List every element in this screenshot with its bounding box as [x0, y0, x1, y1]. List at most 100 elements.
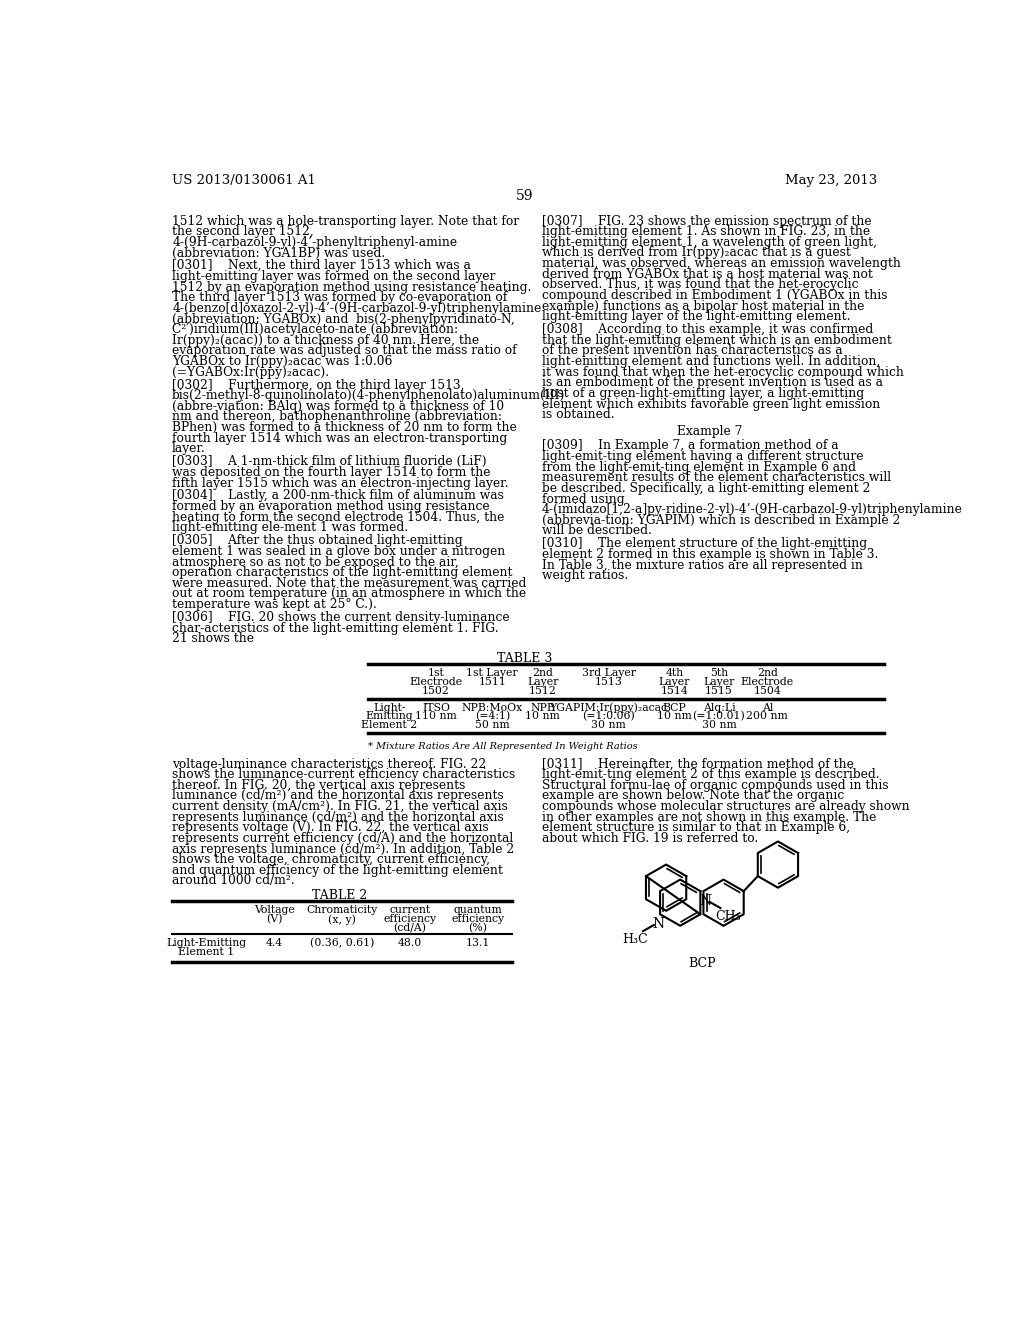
Text: char-acteristics of the light-emitting element 1. FIG.: char-acteristics of the light-emitting e… — [172, 622, 499, 635]
Text: [0311]    Hereinafter, the formation method of the: [0311] Hereinafter, the formation method… — [542, 758, 854, 771]
Text: light-emitting layer of the light-emitting element.: light-emitting layer of the light-emitti… — [542, 310, 850, 323]
Text: In Table 3, the mixture ratios are all represented in: In Table 3, the mixture ratios are all r… — [542, 558, 863, 572]
Text: [0304]    Lastly, a 200-nm-thick film of aluminum was: [0304] Lastly, a 200-nm-thick film of al… — [172, 490, 504, 503]
Text: be described. Specifically, a light-emitting element 2: be described. Specifically, a light-emit… — [542, 482, 870, 495]
Text: Electrode: Electrode — [740, 677, 794, 688]
Text: current: current — [389, 906, 430, 915]
Text: 4-(benzo[d]oxazol-2-yl)-4’-(9H-carbazol-9-yl)triphenylamine: 4-(benzo[d]oxazol-2-yl)-4’-(9H-carbazol-… — [172, 302, 542, 315]
Text: which is derived from Ir(ppy)₂acac that is a guest: which is derived from Ir(ppy)₂acac that … — [542, 247, 851, 260]
Text: light-emitting ele-ment 1 was formed.: light-emitting ele-ment 1 was formed. — [172, 521, 409, 535]
Text: light-emitting element 1, a wavelength of green light,: light-emitting element 1, a wavelength o… — [542, 236, 877, 249]
Text: [0302]    Furthermore, on the third layer 1513,: [0302] Furthermore, on the third layer 1… — [172, 379, 465, 392]
Text: quantum: quantum — [454, 906, 502, 915]
Text: Layer: Layer — [527, 677, 558, 688]
Text: light-emitting element 1. As shown in FIG. 23, in the: light-emitting element 1. As shown in FI… — [542, 226, 870, 238]
Text: 2nd: 2nd — [532, 668, 553, 678]
Text: compound described in Embodiment 1 (YGABOx in this: compound described in Embodiment 1 (YGAB… — [542, 289, 888, 302]
Text: luminance (cd/m²) and the horizontal axis represents: luminance (cd/m²) and the horizontal axi… — [172, 789, 504, 803]
Text: fourth layer 1514 which was an electron-transporting: fourth layer 1514 which was an electron-… — [172, 432, 508, 445]
Text: Structural formu-lae of organic compounds used in this: Structural formu-lae of organic compound… — [542, 779, 889, 792]
Text: element 1 was sealed in a glove box under a nitrogen: element 1 was sealed in a glove box unde… — [172, 545, 506, 558]
Text: (abbre-viation: BAlq) was formed to a thickness of 10: (abbre-viation: BAlq) was formed to a th… — [172, 400, 504, 413]
Text: [0306]    FIG. 20 shows the current density-luminance: [0306] FIG. 20 shows the current density… — [172, 611, 510, 624]
Text: Chromaticity: Chromaticity — [306, 906, 378, 915]
Text: observed. Thus, it was found that the het-erocyclic: observed. Thus, it was found that the he… — [542, 279, 858, 292]
Text: out at room temperature (in an atmosphere in which the: out at room temperature (in an atmospher… — [172, 587, 526, 601]
Text: light-emit-ting element 2 of this example is described.: light-emit-ting element 2 of this exampl… — [542, 768, 880, 781]
Text: Layer: Layer — [658, 677, 690, 688]
Text: it was found that when the het-erocyclic compound which: it was found that when the het-erocyclic… — [542, 366, 904, 379]
Text: temperature was kept at 25° C.).: temperature was kept at 25° C.). — [172, 598, 377, 611]
Text: of the present invention has characteristics as a: of the present invention has characteris… — [542, 345, 843, 358]
Text: 4.4: 4.4 — [265, 939, 283, 948]
Text: formed using: formed using — [542, 492, 625, 506]
Text: The third layer 1513 was formed by co-evaporation of: The third layer 1513 was formed by co-ev… — [172, 292, 508, 305]
Text: bis(2-methyl-8-quinolinolato)(4-phenylphenolato)aluminum(III): bis(2-methyl-8-quinolinolato)(4-phenylph… — [172, 389, 565, 403]
Text: 1511: 1511 — [478, 677, 506, 688]
Text: (=1:0.01): (=1:0.01) — [692, 711, 745, 722]
Text: YGAPIM:Ir(ppy)₂acac: YGAPIM:Ir(ppy)₂acac — [550, 702, 668, 713]
Text: example) functions as a bipolar host material in the: example) functions as a bipolar host mat… — [542, 300, 864, 313]
Text: 1515: 1515 — [706, 686, 733, 696]
Text: [0301]    Next, the third layer 1513 which was a: [0301] Next, the third layer 1513 which … — [172, 260, 471, 272]
Text: operation characteristics of the light-emitting element: operation characteristics of the light-e… — [172, 566, 513, 579]
Text: light-emit-ting element having a different structure: light-emit-ting element having a differe… — [542, 450, 863, 463]
Text: (abbreviation: YGABOx) and  bis(2-phenylpyridinato-N,: (abbreviation: YGABOx) and bis(2-phenylp… — [172, 313, 515, 326]
Text: Element 2: Element 2 — [361, 721, 418, 730]
Text: were measured. Note that the measurement was carried: were measured. Note that the measurement… — [172, 577, 526, 590]
Text: H₃C: H₃C — [623, 933, 648, 945]
Text: 1502: 1502 — [422, 686, 450, 696]
Text: Voltage: Voltage — [254, 906, 294, 915]
Text: Example 7: Example 7 — [677, 425, 742, 438]
Text: fifth layer 1515 which was an electron-injecting layer.: fifth layer 1515 which was an electron-i… — [172, 477, 509, 490]
Text: weight ratios.: weight ratios. — [542, 569, 628, 582]
Text: 1512: 1512 — [528, 686, 557, 696]
Text: (0.36, 0.61): (0.36, 0.61) — [309, 939, 374, 948]
Text: CH₃: CH₃ — [716, 909, 741, 923]
Text: element which exhibits favorable green light emission: element which exhibits favorable green l… — [542, 397, 880, 411]
Text: (x, y): (x, y) — [328, 913, 355, 924]
Text: Electrode: Electrode — [410, 677, 463, 688]
Text: is obtained.: is obtained. — [542, 408, 614, 421]
Text: (=4:1): (=4:1) — [475, 711, 510, 722]
Text: compounds whose molecular structures are already shown: compounds whose molecular structures are… — [542, 800, 909, 813]
Text: 10 nm: 10 nm — [657, 711, 692, 722]
Text: light-emitting layer was formed on the second layer: light-emitting layer was formed on the s… — [172, 271, 496, 282]
Text: 2nd: 2nd — [757, 668, 778, 678]
Text: 10 nm: 10 nm — [525, 711, 560, 722]
Text: 4-(9H-carbazol-9-yl)-4’-phenyltriphenyl-amine: 4-(9H-carbazol-9-yl)-4’-phenyltriphenyl-… — [172, 236, 458, 249]
Text: 4-(imidazo[1,2-a]py-ridine-2-yl)-4’-(9H-carbazol-9-yl)triphenylamine: 4-(imidazo[1,2-a]py-ridine-2-yl)-4’-(9H-… — [542, 503, 963, 516]
Text: 1513: 1513 — [595, 677, 623, 688]
Text: 4th: 4th — [666, 668, 683, 678]
Text: [0307]    FIG. 23 shows the emission spectrum of the: [0307] FIG. 23 shows the emission spectr… — [542, 215, 871, 227]
Text: NPB: NPB — [530, 702, 555, 713]
Text: Light-: Light- — [374, 702, 406, 713]
Text: thereof. In FIG. 20, the vertical axis represents: thereof. In FIG. 20, the vertical axis r… — [172, 779, 466, 792]
Text: will be described.: will be described. — [542, 524, 651, 537]
Text: the second layer 1512,: the second layer 1512, — [172, 226, 314, 238]
Text: 1st: 1st — [428, 668, 444, 678]
Text: 50 nm: 50 nm — [475, 721, 510, 730]
Text: Al: Al — [762, 702, 773, 713]
Text: voltage-luminance characteristics thereof. FIG. 22: voltage-luminance characteristics thereo… — [172, 758, 486, 771]
Text: US 2013/0130061 A1: US 2013/0130061 A1 — [172, 174, 316, 187]
Text: (abbrevia-tion: YGAPIM) which is described in Example 2: (abbrevia-tion: YGAPIM) which is describ… — [542, 513, 900, 527]
Text: TABLE 2: TABLE 2 — [312, 888, 368, 902]
Text: [0310]    The element structure of the light-emitting: [0310] The element structure of the ligh… — [542, 537, 867, 550]
Text: nm and thereon, bathophenanthroline (abbreviation:: nm and thereon, bathophenanthroline (abb… — [172, 411, 502, 424]
Text: N: N — [652, 917, 665, 932]
Text: 1514: 1514 — [660, 686, 688, 696]
Text: layer.: layer. — [172, 442, 206, 455]
Text: (V): (V) — [266, 913, 283, 924]
Text: about which FIG. 19 is referred to.: about which FIG. 19 is referred to. — [542, 832, 758, 845]
Text: [0303]    A 1-nm-thick film of lithium fluoride (LiF): [0303] A 1-nm-thick film of lithium fluo… — [172, 455, 486, 469]
Text: represents current efficiency (cd/A) and the horizontal: represents current efficiency (cd/A) and… — [172, 832, 513, 845]
Text: C²′)iridium(III)acetylaceto-nate (abbreviation:: C²′)iridium(III)acetylaceto-nate (abbrev… — [172, 323, 459, 337]
Text: in other examples are not shown in this example. The: in other examples are not shown in this … — [542, 810, 877, 824]
Text: 1512 by an evaporation method using resistance heating.: 1512 by an evaporation method using resi… — [172, 281, 531, 293]
Text: 110 nm: 110 nm — [415, 711, 457, 722]
Text: is an embodiment of the present invention is used as a: is an embodiment of the present inventio… — [542, 376, 883, 389]
Text: 21 shows the: 21 shows the — [172, 632, 254, 645]
Text: 1512 which was a hole-transporting layer. Note that for: 1512 which was a hole-transporting layer… — [172, 215, 519, 227]
Text: (=YGABOx:Ir(ppy)₂acac).: (=YGABOx:Ir(ppy)₂acac). — [172, 366, 330, 379]
